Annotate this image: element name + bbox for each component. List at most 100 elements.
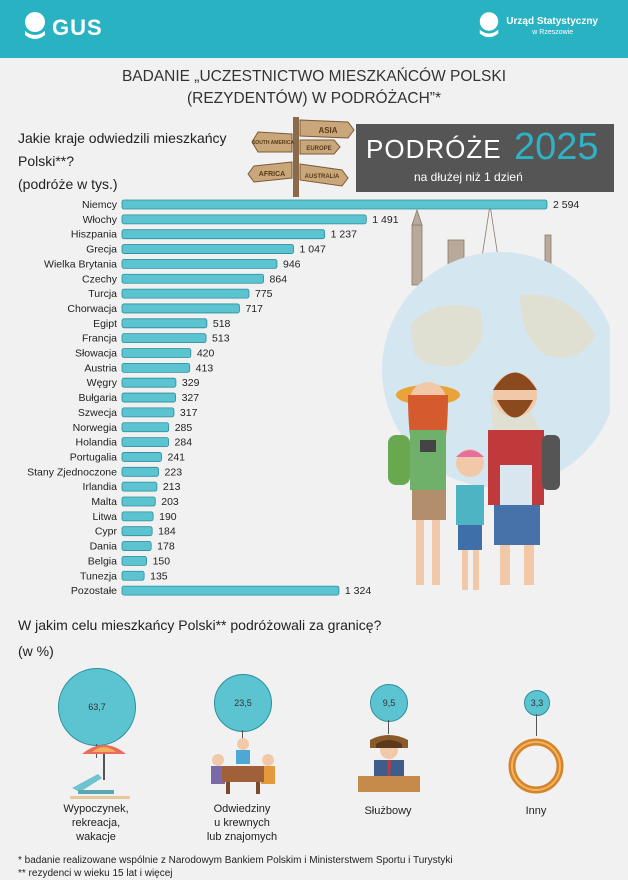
question-purpose-unit: (w %) [18,643,54,659]
category-label: Belgia [88,555,117,567]
bar [121,437,169,448]
value-label: 413 [196,362,214,374]
value-label: 135 [150,570,168,582]
category-label: Dania [90,541,118,553]
bar [121,214,367,225]
bar [121,585,340,596]
category-label: Holandia [76,437,118,449]
question-countries: Jakie kraje odwiedzili mieszkańcy Polski… [18,127,288,196]
purpose-label-business: Służbowy [364,805,412,817]
sign-australia: AUSTRALIA [299,163,349,187]
girl-traveler-icon [456,449,484,590]
page-title: BADANIE „UCZESTNICTWO MIESZKAŃCÓW POLSKI… [0,66,628,110]
category-label: Chorwacja [67,303,117,315]
category-label: Czechy [82,273,118,285]
category-label: Słowacja [75,348,117,360]
ring-icon [508,738,564,794]
purpose-value-other: 3,3 [530,698,544,708]
bar [121,392,176,403]
bar [121,570,145,581]
category-label: Cypr [95,526,118,538]
category-label: Stany Zjednoczone [27,466,117,478]
bar [121,259,278,269]
category-label: Wielka Brytania [44,258,117,270]
bar [121,541,152,551]
category-label: Tunezja [80,570,117,582]
bar [121,318,208,329]
category-label: Irlandia [83,481,118,493]
banner-subtitle: na dłużej niż 1 dzień [414,170,523,184]
value-label: 284 [175,437,193,449]
us-logo-icon [480,12,499,38]
bar [121,407,175,418]
value-label: 513 [212,333,230,345]
bar [121,377,177,388]
category-label: Pozostałe [71,585,117,597]
value-label: 1 324 [345,585,371,597]
value-label: 223 [165,466,183,478]
category-label: Hiszpania [71,229,117,241]
category-label: Norwegia [73,422,118,434]
page-title-line1: BADANIE „UCZESTNICTWO MIESZKAŃCÓW POLSKI [121,68,507,85]
value-label: 1 047 [300,244,326,256]
bar [121,511,154,522]
bar [121,452,162,462]
gus-logo-icon [25,12,45,39]
beach-chair-umbrella-icon [70,745,130,799]
purpose-bubble-leisure: 63,7 [58,668,136,746]
value-label: 203 [161,496,179,508]
category-label: Litwa [92,511,117,523]
header-bar: GUS Urząd Statystyczny w Rzeszowie [0,0,628,58]
bar [121,496,156,507]
bar [121,526,153,537]
purpose-value-business: 9,5 [382,698,396,708]
bar [121,244,294,254]
purpose-value-visits: 23,5 [234,698,252,708]
purpose-bubbles: 63,7 Wypoczynek, rekreacja, wakacje 23,5… [0,668,628,848]
bar [121,466,159,477]
question-countries-unit: (podróże w tys.) [18,176,118,192]
question-countries-line1: Jakie kraje odwiedzili mieszkańcy [18,130,227,146]
category-label: Węgry [87,377,118,389]
purpose-value-leisure: 63,7 [88,702,106,712]
value-label: 717 [245,303,263,315]
value-label: 190 [159,511,177,523]
category-label: Grecja [86,244,117,256]
category-label: Niemcy [82,199,118,211]
question-purpose-line1: W jakim celu mieszkańcy Polski** podróżo… [18,617,382,633]
bar [121,199,548,210]
sign-europe: EUROPE [299,139,341,155]
value-label: 213 [163,481,181,493]
footnote-1: * badanie realizowane wspólnie z Narodow… [18,855,453,866]
svg-text:SOUTH AMERICA: SOUTH AMERICA [252,140,294,146]
purpose-label-other: Inny [525,805,547,817]
value-label: 2 594 [553,199,579,211]
value-label: 150 [153,555,171,567]
man-traveler-icon [488,372,560,585]
footnotes: * badanie realizowane wspólnie z Narodow… [18,854,618,880]
value-label: 1 491 [372,214,398,226]
purpose-label-visits: Odwiedziny u krewnych lub znajomych [206,803,278,843]
banner-year: 2025 [514,126,599,168]
bar [121,481,158,492]
banner-word: PODRÓŻE [366,134,502,164]
value-label: 864 [270,273,288,285]
purpose-bubble-business: 9,5 [370,684,408,722]
bar [121,362,191,373]
family-table-icon [211,738,275,794]
podroze-banner: PODRÓŻE 2025 na dłużej niż 1 dzień [356,124,614,192]
logo-left-text: GUS [52,15,103,40]
purpose-bubble-visits: 23,5 [214,674,272,732]
category-label: Austria [84,362,117,374]
signpost-illustration: ASIA SOUTH AMERICA EUROPE AFRICA AUSTRAL… [247,117,355,197]
footnote-2: ** rezydenci w wieku 15 lat i więcej [18,868,173,879]
page-title-line2: (REZYDENTÓW) W PODRÓŻACH”* [186,90,441,107]
value-label: 327 [182,392,200,404]
value-label: 420 [197,348,215,360]
category-label: Turcja [88,288,117,300]
svg-text:EUROPE: EUROPE [306,146,331,152]
purpose-bubble-other: 3,3 [524,690,550,716]
bar [121,229,326,240]
businessman-icon [358,735,420,792]
value-label: 241 [167,451,185,463]
